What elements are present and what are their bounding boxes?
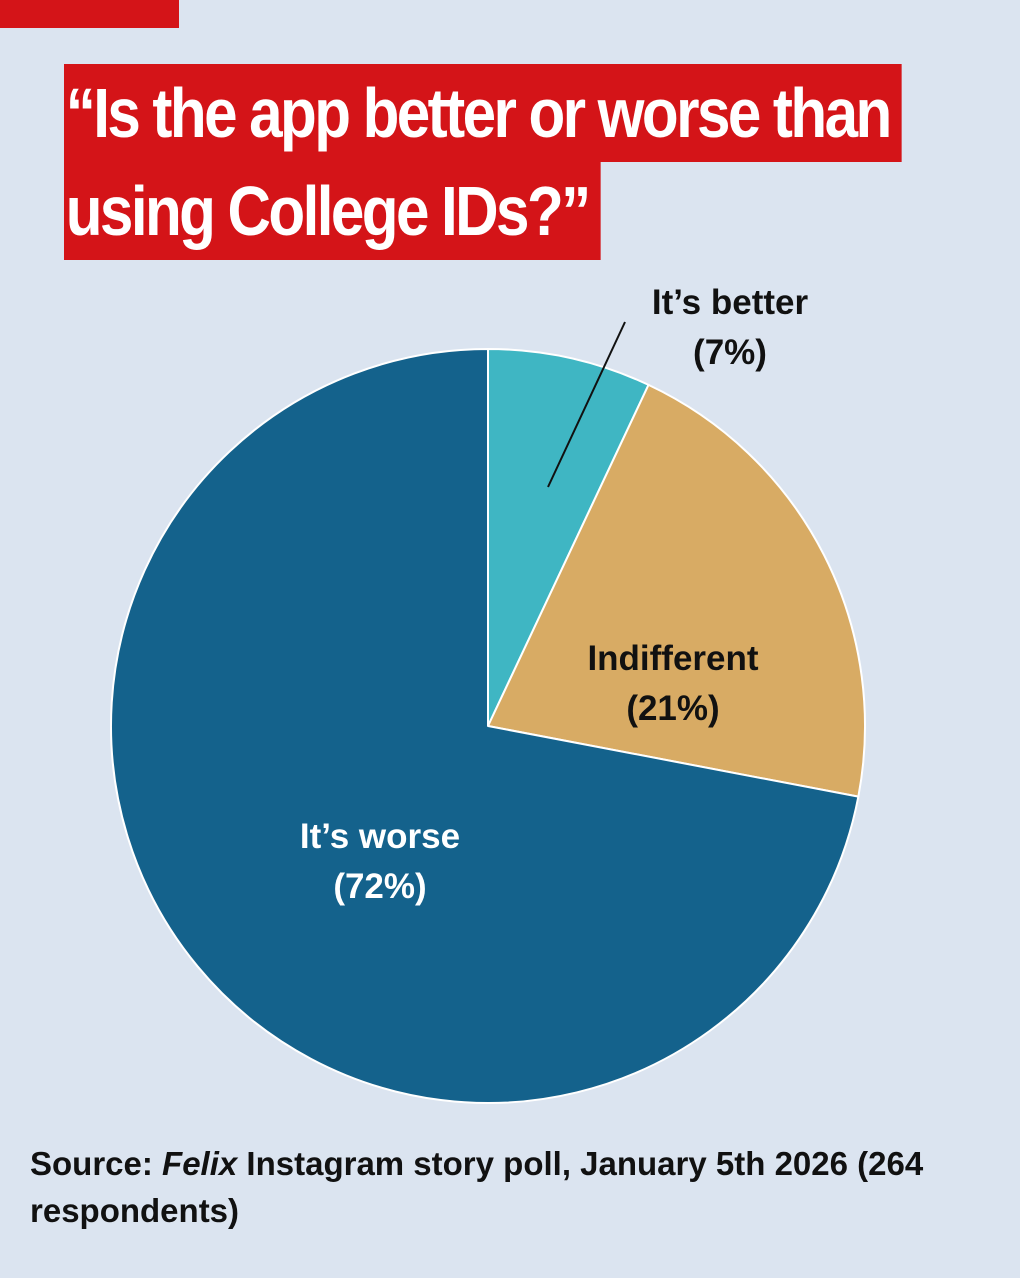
slice-label-its-better: It’s better — [652, 283, 809, 322]
pie-slice-its-better — [487, 348, 650, 727]
slice-label-indifferent: Indifferent — [587, 639, 758, 678]
source-prefix: Source: — [30, 1145, 163, 1182]
accent-bar — [0, 0, 179, 28]
pie-slice-indifferent — [487, 383, 866, 798]
pie-slice-its-worse — [110, 348, 860, 1104]
leader-line-its-better — [547, 321, 626, 488]
slice-percent-indifferent: (21%) — [626, 689, 719, 728]
source-note: Source: Felix Instagram story poll, Janu… — [30, 1140, 990, 1234]
slice-percent-its-better: (7%) — [693, 333, 767, 372]
title-line-2: using College IDs?” — [64, 162, 601, 260]
slice-label-its-worse: It’s worse — [300, 817, 460, 856]
slice-percent-its-worse: (72%) — [333, 867, 426, 906]
source-text: Instagram story poll, January 5th 2026 (… — [30, 1145, 924, 1229]
chart-title: “Is the app better or worse than using C… — [64, 64, 964, 260]
source-publication: Felix — [162, 1145, 238, 1182]
title-line-1: “Is the app better or worse than — [64, 64, 902, 162]
